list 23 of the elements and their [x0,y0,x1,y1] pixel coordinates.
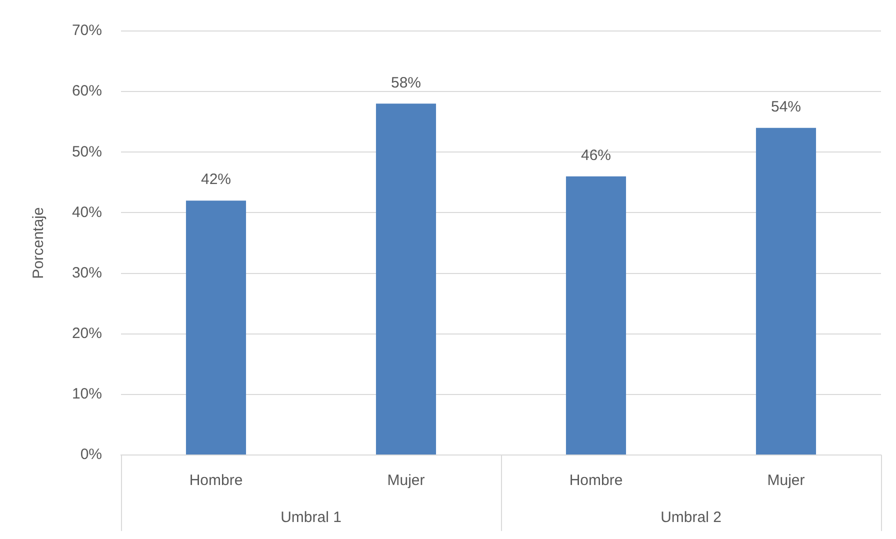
bar [566,176,626,454]
text: Umbral 2 [660,509,722,526]
text: Umbral 1 [280,509,342,526]
y-tick-label: 70% [72,22,102,40]
data-label: 46% [580,147,612,164]
x-tick-label: Hombre [569,472,623,490]
y-tick-label: 10% [72,386,102,403]
bar [376,104,436,454]
y-tick-label: 30% [72,264,102,282]
y-tick-label: 20% [72,325,102,342]
x-tick-label: Mujer [767,472,805,490]
bar [756,128,816,454]
y-tick-label: 60% [72,82,102,100]
bar [186,200,246,454]
data-label: 58% [390,74,422,92]
x-tick-label: Mujer [387,472,425,490]
data-label: 42% [200,171,232,188]
y-tick-label: 50% [72,143,102,160]
data-label: 54% [770,98,802,116]
y-tick-label: 0% [80,446,102,464]
y-axis-title: Porcentaje [30,207,48,279]
y-tick-label: 40% [72,204,102,221]
x-tick-label: Hombre [189,472,243,490]
